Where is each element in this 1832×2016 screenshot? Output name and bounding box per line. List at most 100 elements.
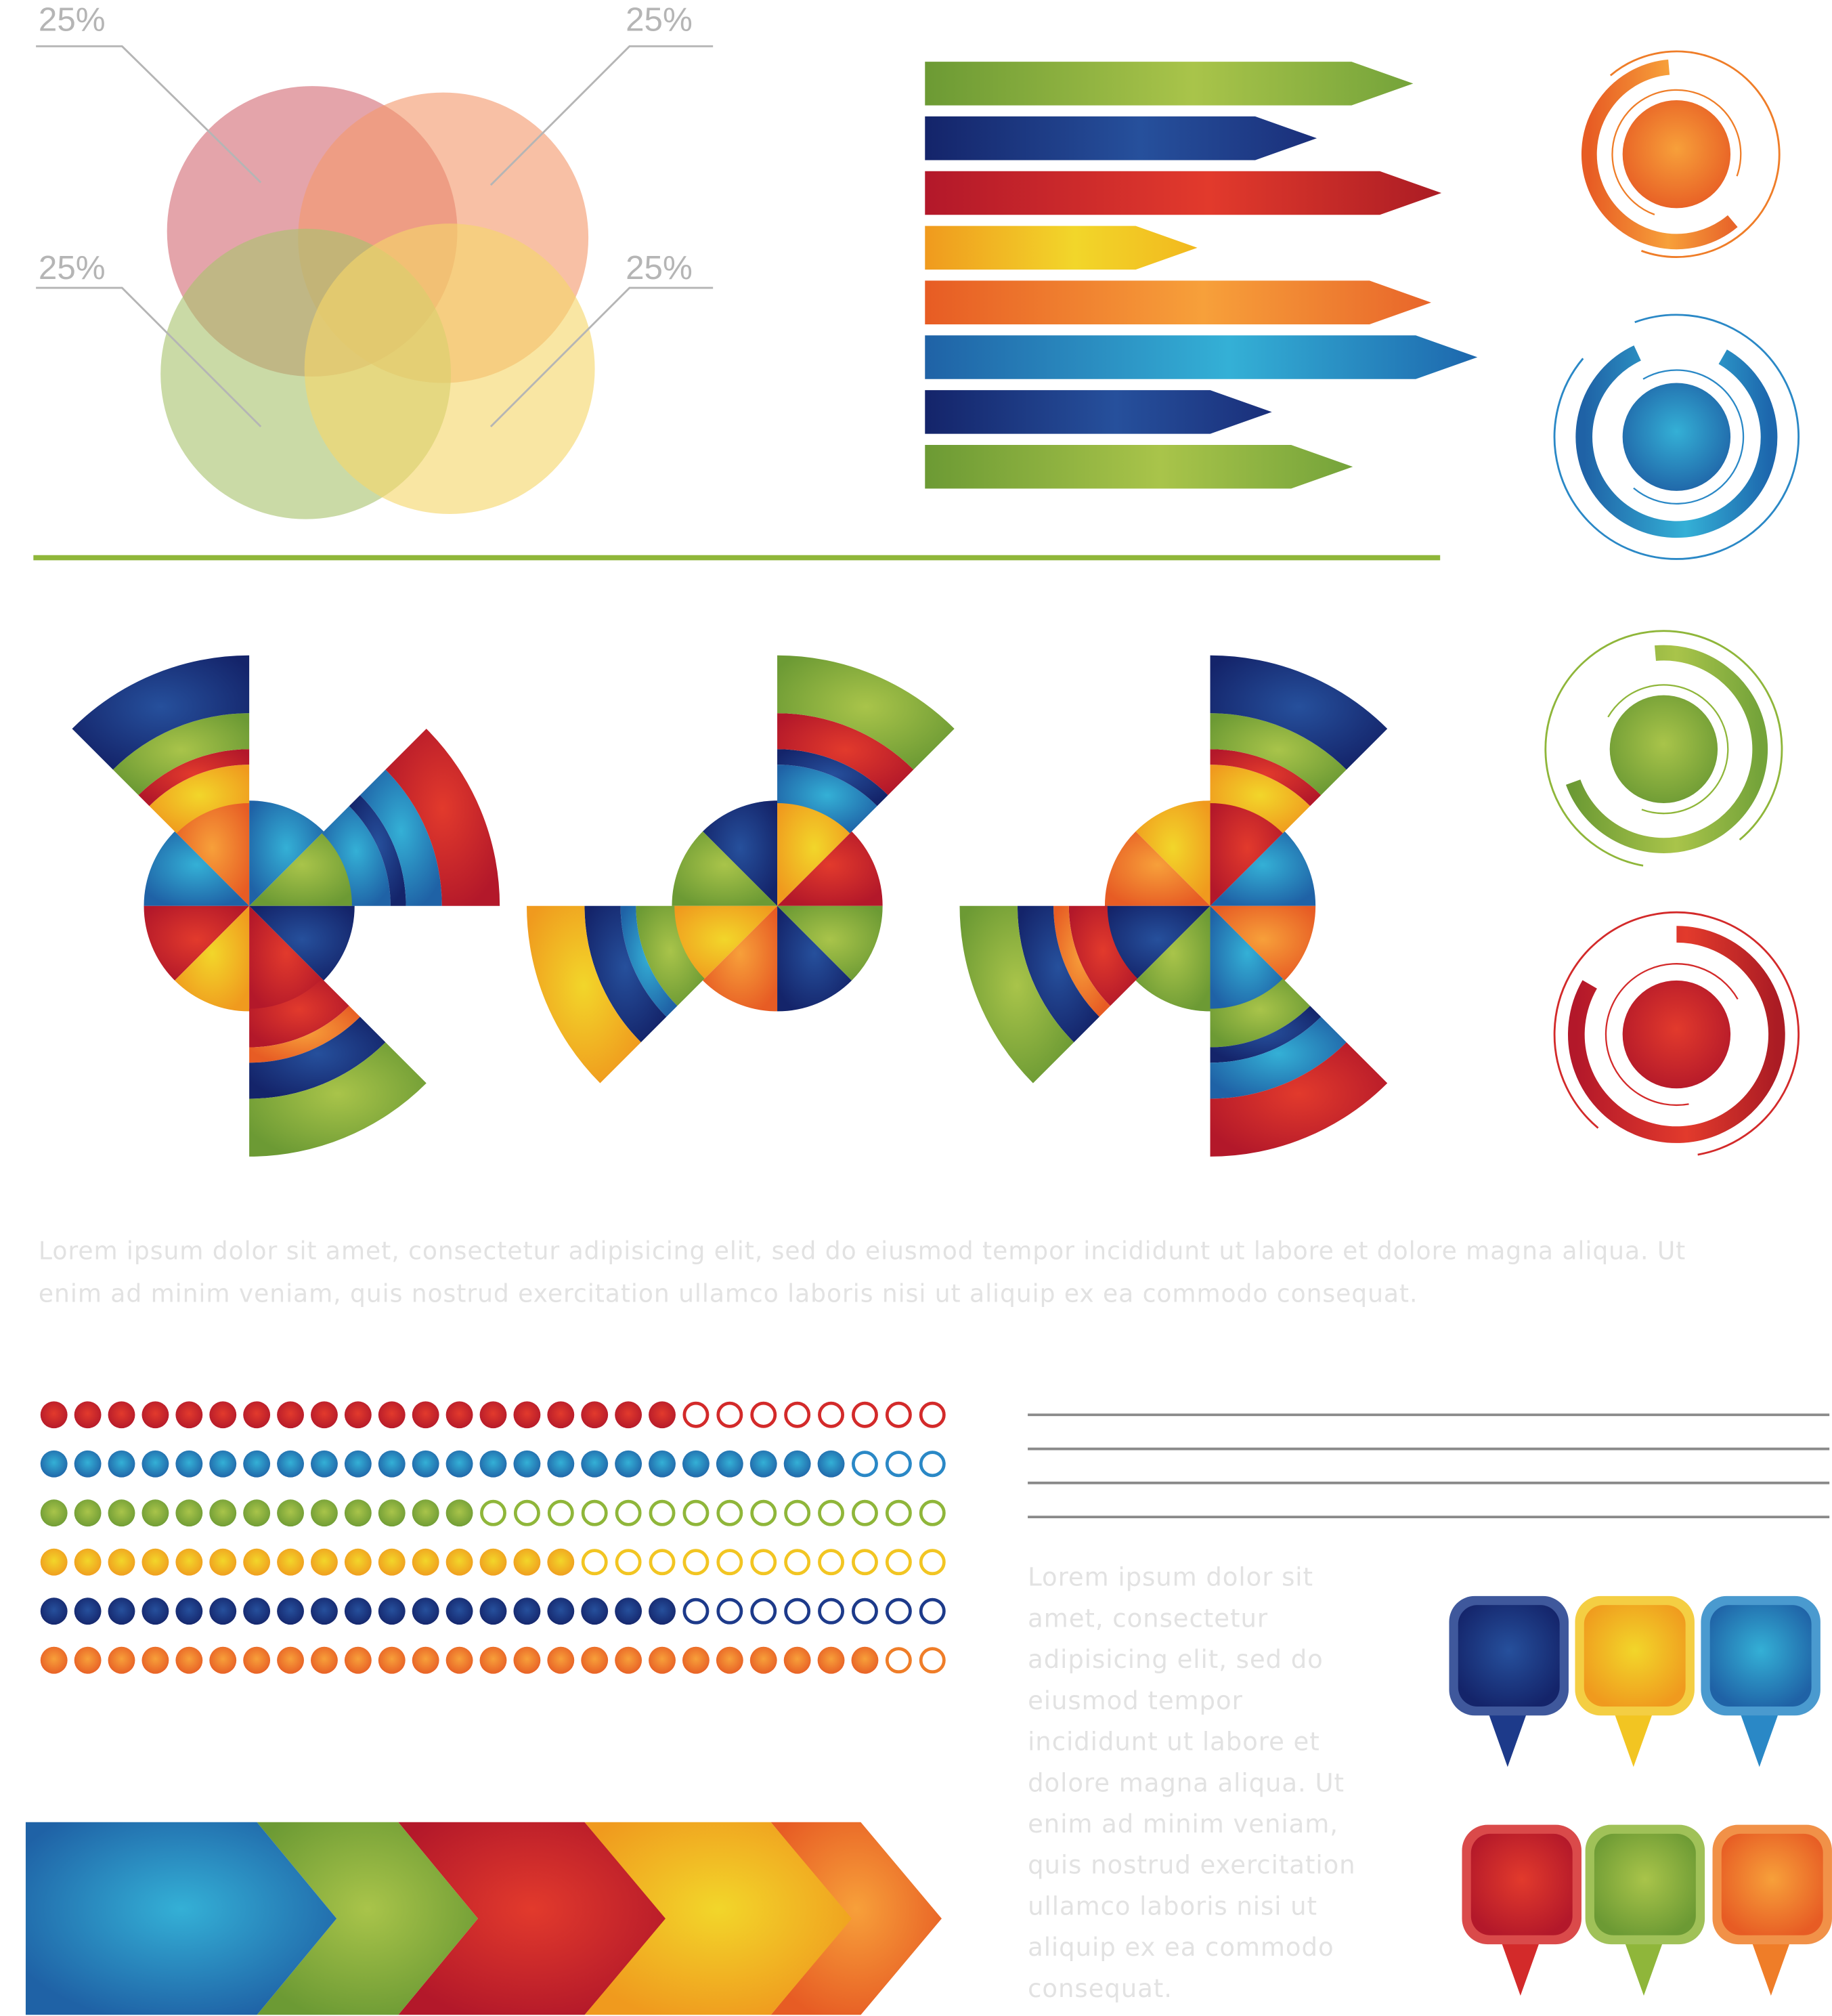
dot-filled xyxy=(277,1450,304,1478)
dot-filled xyxy=(581,1646,609,1674)
speech-bubble-tail xyxy=(1501,1942,1540,1996)
dot-filled xyxy=(40,1499,68,1527)
dot-filled xyxy=(277,1401,304,1429)
dot-filled xyxy=(783,1450,811,1478)
dot-filled xyxy=(74,1499,102,1527)
speech-bubble-tail xyxy=(1488,1713,1527,1767)
dot-empty xyxy=(716,1597,743,1625)
dot-filled xyxy=(311,1646,338,1674)
dot-filled xyxy=(615,1646,642,1674)
dot-filled xyxy=(783,1646,811,1674)
dot-filled xyxy=(445,1548,473,1576)
dot-filled xyxy=(378,1450,406,1478)
dot-filled xyxy=(141,1499,169,1527)
dot-filled xyxy=(108,1597,135,1625)
dot-filled xyxy=(344,1597,372,1625)
pie-slice xyxy=(1210,800,1285,906)
dot-filled xyxy=(479,1450,507,1478)
dot-filled xyxy=(175,1646,203,1674)
dot-filled xyxy=(412,1401,439,1429)
dot-empty xyxy=(649,1499,676,1526)
body-text-narrow: Lorem ipsum dolor sit amet, consectetur … xyxy=(1028,1562,1356,2004)
dot-filled xyxy=(74,1597,102,1625)
dot-empty xyxy=(649,1549,676,1576)
pie-slice xyxy=(249,831,355,906)
fan-wedge-band xyxy=(584,905,667,1043)
dot-empty xyxy=(818,1549,845,1576)
dot-empty xyxy=(852,1549,878,1576)
fan-wedge-band xyxy=(385,729,500,906)
arrow-bar xyxy=(925,390,1272,434)
fan-wedge-band xyxy=(149,765,250,834)
dot-filled xyxy=(749,1646,777,1674)
dot-empty xyxy=(716,1401,743,1428)
dot-filled xyxy=(649,1646,676,1674)
dot-filled xyxy=(581,1597,609,1625)
dot-filled xyxy=(412,1548,439,1576)
pie-slice xyxy=(777,905,883,981)
dot-filled xyxy=(513,1597,541,1625)
fan-wedge-band xyxy=(777,765,877,834)
dot-filled xyxy=(141,1401,169,1429)
dot-filled xyxy=(682,1450,710,1478)
arrow-bar xyxy=(925,280,1431,324)
dot-filled xyxy=(412,1646,439,1674)
dot-filled xyxy=(108,1450,135,1478)
dot-empty xyxy=(885,1401,912,1428)
venn-label-bottom-left: 25% xyxy=(39,249,106,286)
fan-wedge-band xyxy=(249,1006,360,1063)
dot-filled xyxy=(277,1499,304,1527)
dot-filled xyxy=(311,1597,338,1625)
dot-empty xyxy=(682,1549,710,1576)
fan-wedge-band xyxy=(527,905,641,1084)
pie-slice xyxy=(777,905,852,1012)
dot-filled xyxy=(378,1499,406,1527)
dot-filled xyxy=(445,1450,473,1478)
dot-filled xyxy=(108,1499,135,1527)
pie-slice xyxy=(144,831,250,906)
dot-empty xyxy=(818,1401,845,1428)
dot-filled xyxy=(479,1597,507,1625)
dot-empty xyxy=(750,1499,777,1526)
dot-filled xyxy=(209,1499,237,1527)
dot-filled xyxy=(649,1450,676,1478)
dot-filled xyxy=(817,1450,845,1478)
dot-filled xyxy=(311,1499,338,1527)
dot-empty xyxy=(919,1597,946,1625)
pie-slice xyxy=(703,800,778,906)
chevron-segment xyxy=(25,1822,337,2015)
dot-filled xyxy=(277,1646,304,1674)
dot-filled xyxy=(649,1597,676,1625)
venn-leader-line-top-left xyxy=(36,45,262,184)
fan-wedge-band xyxy=(777,713,914,796)
dot-empty xyxy=(750,1597,777,1625)
dot-filled xyxy=(175,1499,203,1527)
dot-filled xyxy=(344,1646,372,1674)
dot-filled xyxy=(175,1548,203,1576)
dot-filled xyxy=(74,1646,102,1674)
ring-arc xyxy=(1607,684,1729,815)
dot-filled xyxy=(547,1548,575,1576)
dot-filled xyxy=(716,1450,743,1478)
dot-empty xyxy=(547,1499,574,1526)
speech-bubble-face xyxy=(1458,1605,1560,1707)
dot-filled xyxy=(209,1597,237,1625)
ring-icons xyxy=(1544,50,1800,1156)
dot-filled xyxy=(277,1548,304,1576)
venn-label-top-left: 25% xyxy=(39,1,106,39)
venn-leader-line-bottom-right xyxy=(489,286,714,428)
dot-filled xyxy=(412,1450,439,1478)
dot-filled xyxy=(378,1646,406,1674)
dot-empty xyxy=(716,1499,743,1526)
ring-arc xyxy=(1575,345,1778,538)
dot-empty xyxy=(852,1597,878,1625)
dot-filled xyxy=(615,1401,642,1429)
dot-empty xyxy=(818,1597,845,1625)
speech-bubble-face xyxy=(1721,1833,1823,1935)
dot-filled xyxy=(445,1499,473,1527)
dot-empty xyxy=(885,1549,912,1576)
fan-wedge-band xyxy=(1210,765,1311,834)
dot-filled xyxy=(547,1597,575,1625)
pie-slice xyxy=(703,905,778,1012)
dot-filled xyxy=(649,1401,676,1429)
